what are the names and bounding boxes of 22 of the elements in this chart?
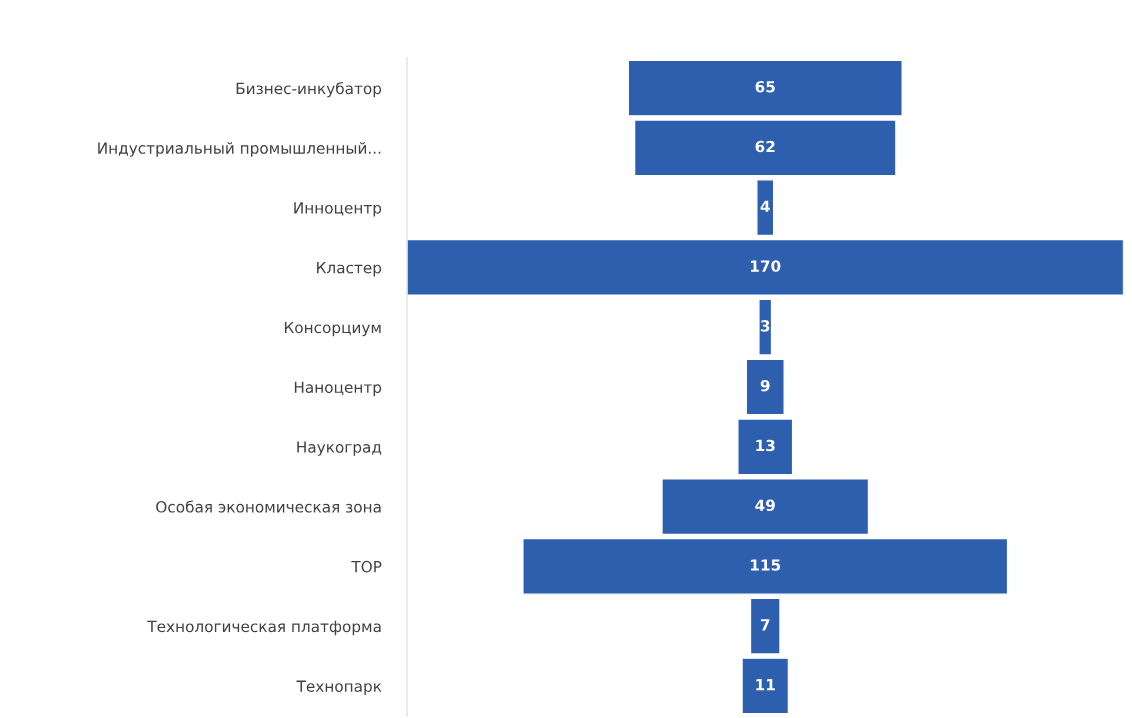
category-label: Наукоград <box>297 441 382 456</box>
category-label: Наноцентр <box>294 381 382 396</box>
data-label: 7 <box>760 619 770 631</box>
data-label: 9 <box>760 379 770 392</box>
data-label: 4 <box>760 200 770 212</box>
category-label: Кластер <box>317 262 382 277</box>
category-label: Индустриальный промышленный... <box>98 142 381 157</box>
data-label: 3 <box>760 320 770 332</box>
data-label: 49 <box>755 499 775 512</box>
category-label: Технопарк <box>296 680 382 695</box>
data-label: 11 <box>756 679 775 691</box>
category-label: ТОР <box>351 560 382 573</box>
data-label: 65 <box>755 80 775 93</box>
category-label: Инноцентр <box>294 202 382 217</box>
category-label: Технологическая платформа <box>147 620 381 636</box>
category-label: Особая экономическая зона <box>156 500 381 513</box>
data-label: 13 <box>756 439 775 452</box>
data-label: 170 <box>751 260 781 272</box>
data-label: 62 <box>755 140 775 153</box>
category-label: Бизнес-инкубатор <box>236 82 382 98</box>
category-label: Консорциум <box>284 321 381 337</box>
data-label: 115 <box>751 559 781 571</box>
